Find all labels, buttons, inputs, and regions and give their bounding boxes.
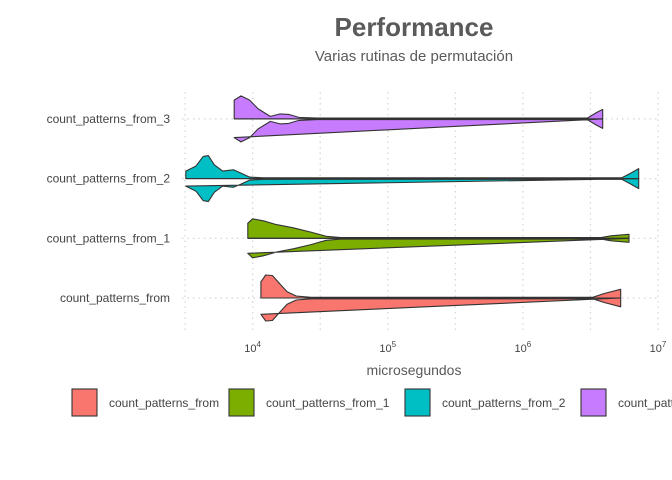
x-axis-ticks: 104 105 106 107 [244,340,667,355]
legend-key [228,388,255,417]
legend-label: count_patterns_from [109,396,219,410]
x-tick-label: 104 [244,340,261,355]
violins [185,95,640,322]
x-tick-label: 106 [515,340,532,355]
legend-key [580,388,607,417]
x-axis-label: microsegundos [367,362,462,378]
legend-key [404,388,431,417]
legend-key [71,388,98,417]
x-tick-label: 107 [650,340,667,355]
x-tick-label: 105 [379,340,396,355]
y-tick-label: count_patterns_from_1 [47,231,171,245]
y-axis-labels: count_patterns_from count_patterns_from_1… [47,112,171,305]
legend: count_patterns_from count_patterns_from_1… [71,388,672,417]
chart-subtitle: Varias rutinas de permutación [315,48,513,65]
legend-label: count_patterns_from_2 [442,396,566,410]
legend-label: count_patterns_from_3 [618,396,672,410]
y-tick-label: count_patterns_from_3 [47,112,171,126]
chart-title: Performance [335,12,494,42]
y-tick-label: count_patterns_from_2 [47,172,171,186]
y-tick-label: count_patterns_from [60,291,170,305]
legend-label: count_patterns_from_1 [266,396,390,410]
